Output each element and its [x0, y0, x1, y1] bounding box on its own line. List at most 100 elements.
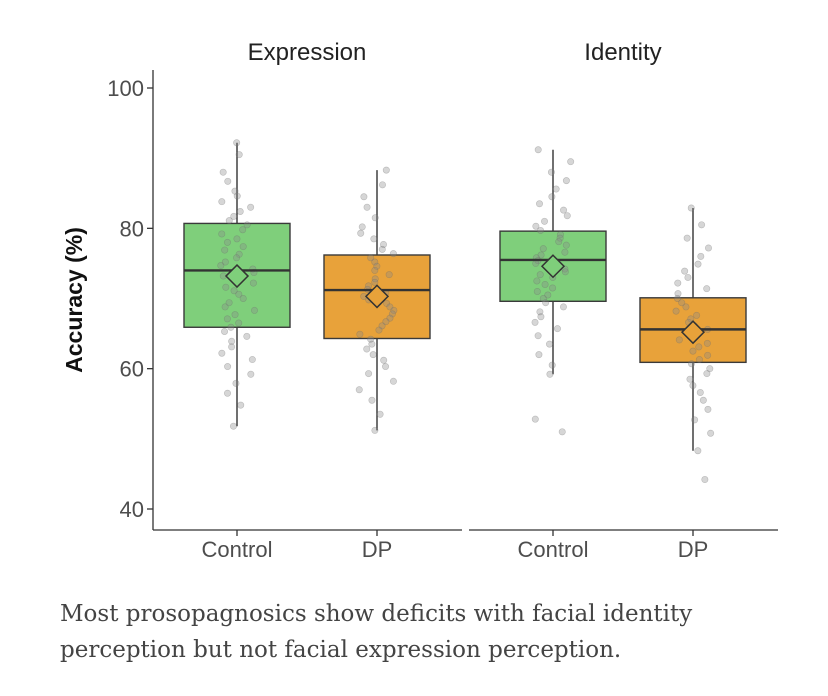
- data-point-expression-control-36: [235, 319, 243, 327]
- facet-title-expression: Expression: [248, 39, 367, 66]
- data-point-identity-dp-9: [703, 285, 711, 293]
- data-point-identity-control-28: [541, 280, 549, 288]
- data-point-identity-dp-4: [697, 252, 705, 260]
- y-tick-label-80: 80: [120, 216, 144, 241]
- data-point-identity-control-21: [532, 259, 540, 267]
- data-point-identity-dp-6: [681, 267, 689, 275]
- data-point-identity-control-33: [542, 299, 550, 307]
- data-point-identity-dp-14: [672, 307, 680, 315]
- data-point-expression-control-34: [231, 311, 239, 319]
- data-point-identity-dp-26: [704, 351, 712, 359]
- data-point-identity-control-30: [533, 287, 541, 295]
- data-point-identity-dp-22: [675, 336, 683, 344]
- data-point-expression-dp-41: [368, 396, 376, 404]
- data-point-expression-dp-6: [357, 229, 365, 237]
- data-point-identity-dp-37: [707, 429, 715, 437]
- data-point-expression-control-29: [235, 290, 243, 298]
- x-tick-label-identity-control: Control: [518, 537, 589, 562]
- data-point-identity-dp-16: [687, 315, 695, 323]
- data-point-identity-control-44: [531, 415, 539, 423]
- data-point-expression-control-19: [233, 254, 241, 262]
- data-point-identity-control-45: [558, 428, 566, 436]
- data-point-identity-dp-15: [693, 311, 701, 319]
- x-tick-label-identity-dp: DP: [678, 537, 709, 562]
- data-point-identity-control-8: [563, 212, 571, 220]
- data-point-identity-dp-0: [687, 204, 695, 212]
- data-point-expression-dp-1: [379, 181, 387, 189]
- data-point-expression-control-0: [233, 139, 241, 147]
- data-point-identity-dp-12: [678, 299, 686, 307]
- data-point-identity-control-9: [541, 217, 549, 225]
- data-point-identity-control-17: [561, 248, 569, 256]
- data-point-expression-dp-17: [371, 278, 379, 286]
- data-point-expression-dp-31: [356, 330, 364, 338]
- data-point-expression-control-2: [219, 168, 227, 176]
- y-tick-label-100: 100: [107, 76, 144, 101]
- data-point-expression-control-11: [243, 221, 251, 229]
- data-point-identity-control-29: [549, 284, 557, 292]
- data-point-expression-dp-27: [386, 314, 394, 322]
- data-point-expression-dp-29: [378, 322, 386, 330]
- data-point-expression-control-6: [218, 198, 226, 206]
- data-point-expression-control-35: [223, 315, 231, 323]
- data-point-identity-control-31: [544, 291, 552, 299]
- data-point-expression-dp-0: [382, 166, 390, 174]
- data-point-expression-dp-36: [380, 356, 388, 364]
- data-point-expression-control-20: [221, 258, 229, 266]
- data-point-expression-control-10: [225, 217, 233, 225]
- data-point-expression-control-15: [223, 238, 231, 246]
- data-point-expression-control-30: [239, 294, 247, 302]
- data-point-expression-dp-28: [382, 318, 390, 326]
- data-point-expression-control-40: [228, 337, 236, 345]
- data-point-identity-dp-2: [683, 234, 691, 242]
- data-point-expression-dp-12: [371, 258, 379, 266]
- data-point-expression-control-46: [232, 379, 240, 387]
- data-point-identity-dp-39: [701, 476, 709, 484]
- data-point-identity-dp-7: [684, 273, 692, 281]
- data-point-expression-dp-39: [389, 377, 397, 385]
- data-point-expression-control-5: [233, 192, 241, 200]
- data-point-identity-control-36: [537, 313, 545, 321]
- data-point-identity-dp-32: [689, 382, 697, 390]
- data-point-identity-control-7: [560, 206, 568, 214]
- data-point-identity-dp-34: [699, 396, 707, 404]
- data-point-identity-control-13: [556, 234, 564, 242]
- data-point-identity-dp-1: [698, 221, 706, 229]
- data-point-identity-control-16: [539, 245, 547, 253]
- data-point-expression-dp-9: [378, 245, 386, 253]
- data-point-identity-control-6: [536, 200, 544, 208]
- data-point-expression-dp-2: [360, 193, 368, 201]
- data-point-expression-dp-26: [388, 310, 396, 318]
- data-point-identity-dp-13: [682, 303, 690, 311]
- data-point-identity-dp-24: [695, 343, 703, 351]
- data-point-identity-control-38: [553, 325, 561, 333]
- data-point-expression-control-9: [230, 212, 238, 220]
- data-point-expression-control-28: [230, 287, 238, 295]
- data-point-expression-dp-15: [385, 271, 393, 279]
- boxplot-figure: 40 60 80 100 Accuracy (%) Expression Control DP…: [61, 39, 778, 562]
- data-point-identity-control-37: [531, 318, 539, 326]
- data-point-expression-control-47: [223, 389, 231, 397]
- mean-diamond-expression-dp: [364, 284, 390, 309]
- data-point-expression-control-26: [249, 279, 257, 287]
- x-tick-label-expression-dp: DP: [362, 537, 393, 562]
- data-point-identity-control-0: [534, 146, 542, 154]
- data-point-identity-control-5: [548, 193, 556, 201]
- data-point-identity-control-39: [534, 332, 542, 340]
- data-point-expression-control-31: [225, 299, 233, 307]
- data-point-expression-dp-43: [371, 426, 379, 434]
- data-point-identity-control-11: [537, 226, 545, 234]
- data-point-expression-control-39: [243, 332, 251, 340]
- data-point-expression-dp-14: [371, 266, 379, 274]
- x-tick-label-expression-control: Control: [202, 537, 273, 562]
- data-point-expression-dp-10: [389, 250, 397, 258]
- data-point-expression-control-12: [239, 226, 247, 234]
- data-point-expression-dp-35: [369, 351, 377, 359]
- data-point-identity-dp-35: [704, 405, 712, 413]
- data-point-expression-control-21: [217, 262, 225, 270]
- data-point-identity-dp-25: [689, 347, 697, 355]
- data-point-identity-dp-23: [703, 339, 711, 347]
- data-point-identity-dp-3: [704, 244, 712, 252]
- data-point-expression-dp-33: [368, 340, 376, 348]
- y-tick-label-40: 40: [120, 497, 144, 522]
